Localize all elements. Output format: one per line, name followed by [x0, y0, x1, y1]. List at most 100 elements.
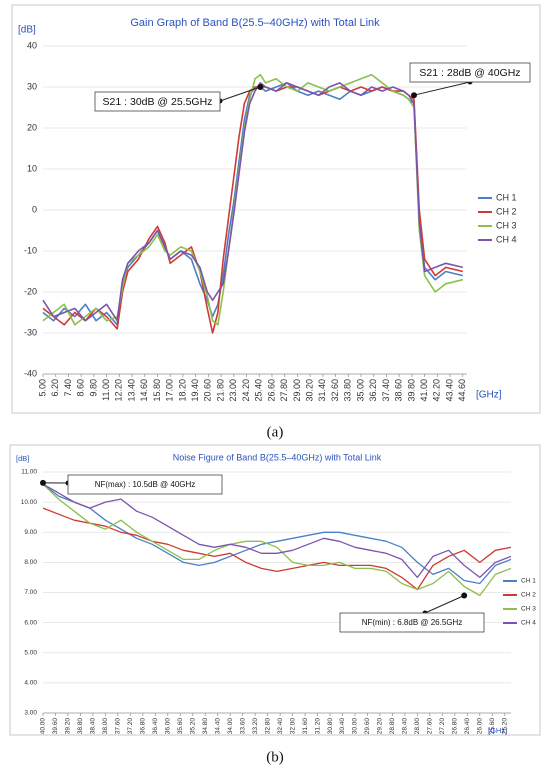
x-tick-label: 23.00	[228, 379, 238, 402]
x-tick-label: 38.40	[90, 718, 97, 735]
chart-title: Gain Graph of Band B(25.5–40GHz) with To…	[130, 17, 380, 29]
x-tick-label: 37.60	[115, 718, 122, 735]
x-tick-label: 39.20	[65, 718, 72, 735]
legend-label: CH 2	[496, 206, 517, 216]
annotation-text: S21 : 28dB @ 40GHz	[419, 67, 520, 79]
x-tick-label: 33.20	[252, 718, 259, 735]
x-tick-label: 32.80	[264, 718, 271, 735]
x-tick-label: 37.40	[381, 379, 391, 402]
x-tick-label: 25.60	[489, 718, 496, 735]
panel-caption: (a)	[267, 424, 284, 440]
y-tick-label: 5.00	[24, 649, 37, 656]
x-tick-label: 27.20	[439, 718, 446, 735]
annotation-box	[94, 91, 221, 112]
x-tick-label: 40.00	[40, 718, 47, 735]
x-tick-label: 36.00	[165, 718, 172, 735]
x-tick-label: 26.40	[464, 718, 471, 735]
x-tick-label: 29.60	[364, 718, 371, 735]
x-tick-label: 30.40	[339, 718, 346, 735]
y-tick-label: 20	[27, 122, 37, 132]
x-tick-label: 44.60	[457, 379, 467, 402]
y-tick-label: 8.00	[24, 559, 37, 566]
x-tick-label: 38.00	[102, 718, 109, 735]
x-tick-label: 43.40	[444, 379, 454, 402]
y-tick-label: -40	[24, 368, 37, 378]
x-tick-label: 35.20	[189, 718, 196, 735]
x-tick-label: 38.60	[394, 379, 404, 402]
legend-label: CH 3	[521, 606, 536, 613]
x-tick-label: 28.80	[389, 718, 396, 735]
legend-label: CH 3	[496, 220, 517, 230]
x-tick-label: 26.00	[477, 718, 484, 735]
x-tick-label: 32.40	[277, 718, 284, 735]
annotation-leader	[424, 595, 465, 614]
x-tick-label: 39.80	[406, 379, 416, 402]
x-tick-label: 24.20	[241, 379, 251, 402]
x-tick-label: 35.60	[177, 718, 184, 735]
x-tick-label: 33.80	[343, 379, 353, 402]
x-tick-label: 32.60	[330, 379, 340, 402]
x-tick-label: 31.40	[317, 379, 327, 402]
x-tick-label: 9.80	[88, 379, 98, 397]
x-tick-label: 29.20	[377, 718, 384, 735]
x-tick-label: 26.60	[266, 379, 276, 402]
y-tick-label: 0	[32, 204, 37, 214]
y-tick-label: 11.00	[21, 469, 37, 476]
x-tick-label: 21.80	[215, 379, 225, 402]
y-tick-label: -20	[24, 286, 37, 296]
x-tick-label: 28.40	[402, 718, 409, 735]
x-tick-label: 36.40	[152, 718, 159, 735]
annotation-point	[461, 592, 468, 599]
x-axis-label: [GHz]	[488, 726, 507, 735]
x-tick-label: 36.20	[368, 379, 378, 402]
x-tick-label: 27.60	[427, 718, 434, 735]
y-tick-label: 10.00	[21, 499, 38, 506]
panel-caption: (b)	[266, 749, 284, 765]
y-tick-label: 7.00	[24, 589, 37, 596]
annotation-box	[409, 62, 531, 83]
x-tick-label: 30.80	[327, 718, 334, 735]
x-tick-label: 25.20	[501, 718, 508, 735]
x-tick-label: 11.00	[101, 379, 111, 401]
chart-title: Noise Figure of Band B(25.5–40GHz) with …	[173, 452, 382, 462]
x-tick-label: 35.00	[355, 379, 365, 402]
x-tick-label: 38.80	[77, 718, 84, 735]
x-tick-label: 37.20	[127, 718, 134, 735]
x-tick-label: 6.20	[50, 379, 60, 397]
legend-label: CH 1	[521, 578, 536, 585]
x-tick-label: 32.00	[289, 718, 296, 735]
series-line	[42, 507, 512, 591]
x-tick-label: 15.80	[152, 379, 162, 402]
x-tick-label: 36.80	[140, 718, 147, 735]
x-tick-label: 12.20	[114, 379, 124, 402]
x-tick-label: 25.40	[254, 379, 264, 402]
annotation-box	[67, 474, 223, 495]
x-tick-label: 34.00	[227, 718, 234, 735]
legend-label: CH 4	[521, 620, 536, 627]
annotation-box	[339, 612, 485, 633]
y-tick-label: 10	[27, 163, 37, 173]
y-tick-label: 3.00	[24, 710, 37, 717]
annotation-text: S21 : 30dB @ 25.5GHz	[103, 96, 213, 108]
x-axis-label: [GHz]	[476, 390, 502, 401]
x-tick-label: 30.00	[352, 718, 359, 735]
annotation-text: NF(max) : 10.5dB @ 40GHz	[95, 480, 196, 489]
x-tick-label: 41.00	[419, 379, 429, 402]
y-axis-label: [dB]	[16, 454, 29, 463]
annotation-leader	[413, 81, 471, 96]
y-tick-label: -10	[24, 245, 37, 255]
annotation-point	[411, 92, 417, 99]
x-tick-label: 27.80	[279, 379, 289, 402]
series-line	[42, 483, 512, 597]
legend-label: CH 4	[496, 234, 517, 244]
series-line	[42, 82, 463, 322]
y-tick-label: 6.00	[24, 619, 37, 626]
x-tick-label: 28.00	[414, 718, 421, 735]
annotation-point	[257, 84, 264, 90]
x-tick-label: 30.20	[304, 379, 314, 402]
x-tick-label: 39.60	[52, 718, 59, 735]
x-tick-label: 8.60	[76, 379, 86, 397]
x-tick-label: 14.60	[139, 379, 149, 402]
y-tick-label: 40	[27, 40, 37, 50]
